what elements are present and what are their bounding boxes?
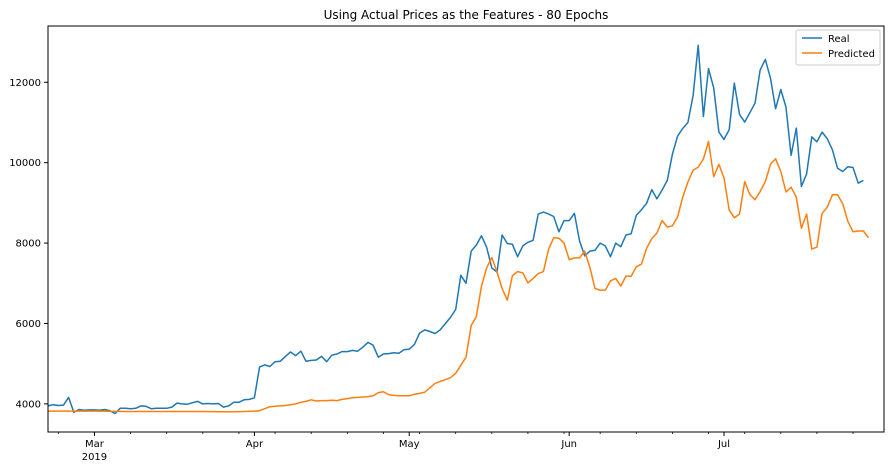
x-tick-label: Mar bbox=[85, 439, 105, 450]
y-tick-label: 4000 bbox=[16, 399, 41, 410]
chart-title: Using Actual Prices as the Features - 80… bbox=[324, 8, 609, 22]
x-tick-label: May bbox=[399, 439, 420, 450]
legend: Real Predicted bbox=[795, 29, 881, 66]
axes-frame bbox=[47, 25, 885, 433]
x-axis: Mar 2019 Apr May Jun Jul bbox=[57, 432, 854, 463]
x-tick-label: Jun bbox=[560, 439, 577, 450]
series-layer bbox=[47, 44, 870, 415]
x-tick-label: Jul bbox=[717, 439, 730, 450]
x-tick-year-label: 2019 bbox=[82, 452, 107, 463]
y-axis: 4000 6000 8000 10000 12000 bbox=[9, 78, 48, 410]
y-tick-label: 8000 bbox=[16, 239, 41, 250]
y-tick-label: 6000 bbox=[16, 319, 41, 330]
series-line-predicted bbox=[48, 140, 870, 413]
series-line-real bbox=[47, 44, 864, 415]
y-tick-label: 12000 bbox=[9, 78, 41, 89]
legend-label-real: Real bbox=[828, 34, 850, 45]
x-tick-label: Apr bbox=[246, 439, 264, 450]
legend-label-predicted: Predicted bbox=[828, 49, 875, 60]
y-tick-label: 10000 bbox=[9, 158, 41, 169]
